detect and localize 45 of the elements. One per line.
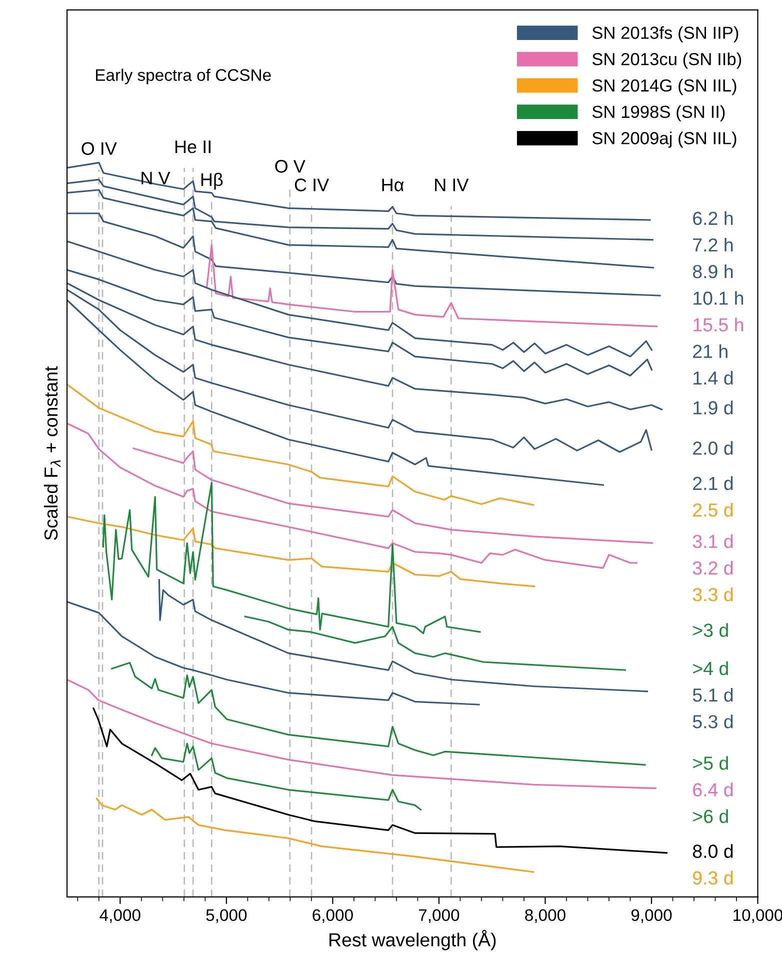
legend-label: SN 2013fs (SN IIP) xyxy=(592,26,738,42)
annotation: 8.9 h xyxy=(692,264,733,278)
annotation: >3 d xyxy=(693,623,728,637)
annotation: 15.5 h xyxy=(694,318,744,332)
annotation: 10.1 h xyxy=(694,291,744,305)
x-tick-label: 9,000 xyxy=(631,909,672,923)
annotation: 5.3 d xyxy=(692,714,733,728)
annotation: 9.3 d xyxy=(693,870,733,885)
annotation: >6 d xyxy=(693,809,728,824)
annotation: 1.9 d xyxy=(694,400,733,414)
x-tick-label: 5,000 xyxy=(206,909,247,923)
annotation: 3.1 d xyxy=(692,534,733,548)
legend-label: SN 1998S (SN II) xyxy=(592,105,725,122)
ref-line-label: O V xyxy=(275,160,306,173)
x-tick-label: 7,000 xyxy=(418,909,460,923)
ref-line-label: O IV xyxy=(82,142,117,155)
ref-line-label: C IV xyxy=(294,178,330,192)
ref-line-label: Hα xyxy=(382,178,404,192)
legend-label: SN 2009aj (SN IIL) xyxy=(592,132,736,148)
annotation: 2.5 d xyxy=(693,502,733,517)
annotation: >4 d xyxy=(693,661,728,676)
x-tick-label: 4,000 xyxy=(100,909,140,923)
annotation: 6.2 h xyxy=(693,211,733,226)
annotation: 3.2 d xyxy=(692,560,733,575)
annotation: 6.4 d xyxy=(693,782,733,796)
y-axis-title: Scaled F$_{λ}$ + constant xyxy=(44,366,61,540)
x-tick-label: 8,000 xyxy=(525,909,566,923)
x-axis-title: Rest wavelength (Å) xyxy=(330,930,496,950)
annotation: 5.1 d xyxy=(692,688,733,702)
legend-label: SN 2013cu (SN IIb) xyxy=(592,52,742,69)
annotation: N V xyxy=(142,172,170,184)
ref-line-label: Hβ xyxy=(201,172,223,190)
legend-label: SN 2014G (SN IIL) xyxy=(592,78,736,96)
ref-line-label: He II xyxy=(175,140,210,154)
annotation: 7.2 h xyxy=(693,238,733,252)
annotation: 1.4 d xyxy=(694,370,733,385)
annotation: 2.1 d xyxy=(693,476,733,490)
annotation: 8.0 d xyxy=(692,844,733,858)
annotation: 2.0 d xyxy=(693,441,733,455)
annotation: 3.3 d xyxy=(692,588,733,602)
ref-line-label: N IV xyxy=(435,178,469,192)
annotation: >5 d xyxy=(693,756,728,770)
chart-title: Early spectra of CCSNe xyxy=(96,68,271,84)
x-tick-label: 6,000 xyxy=(312,909,353,923)
annotation: 21 h xyxy=(693,344,728,358)
